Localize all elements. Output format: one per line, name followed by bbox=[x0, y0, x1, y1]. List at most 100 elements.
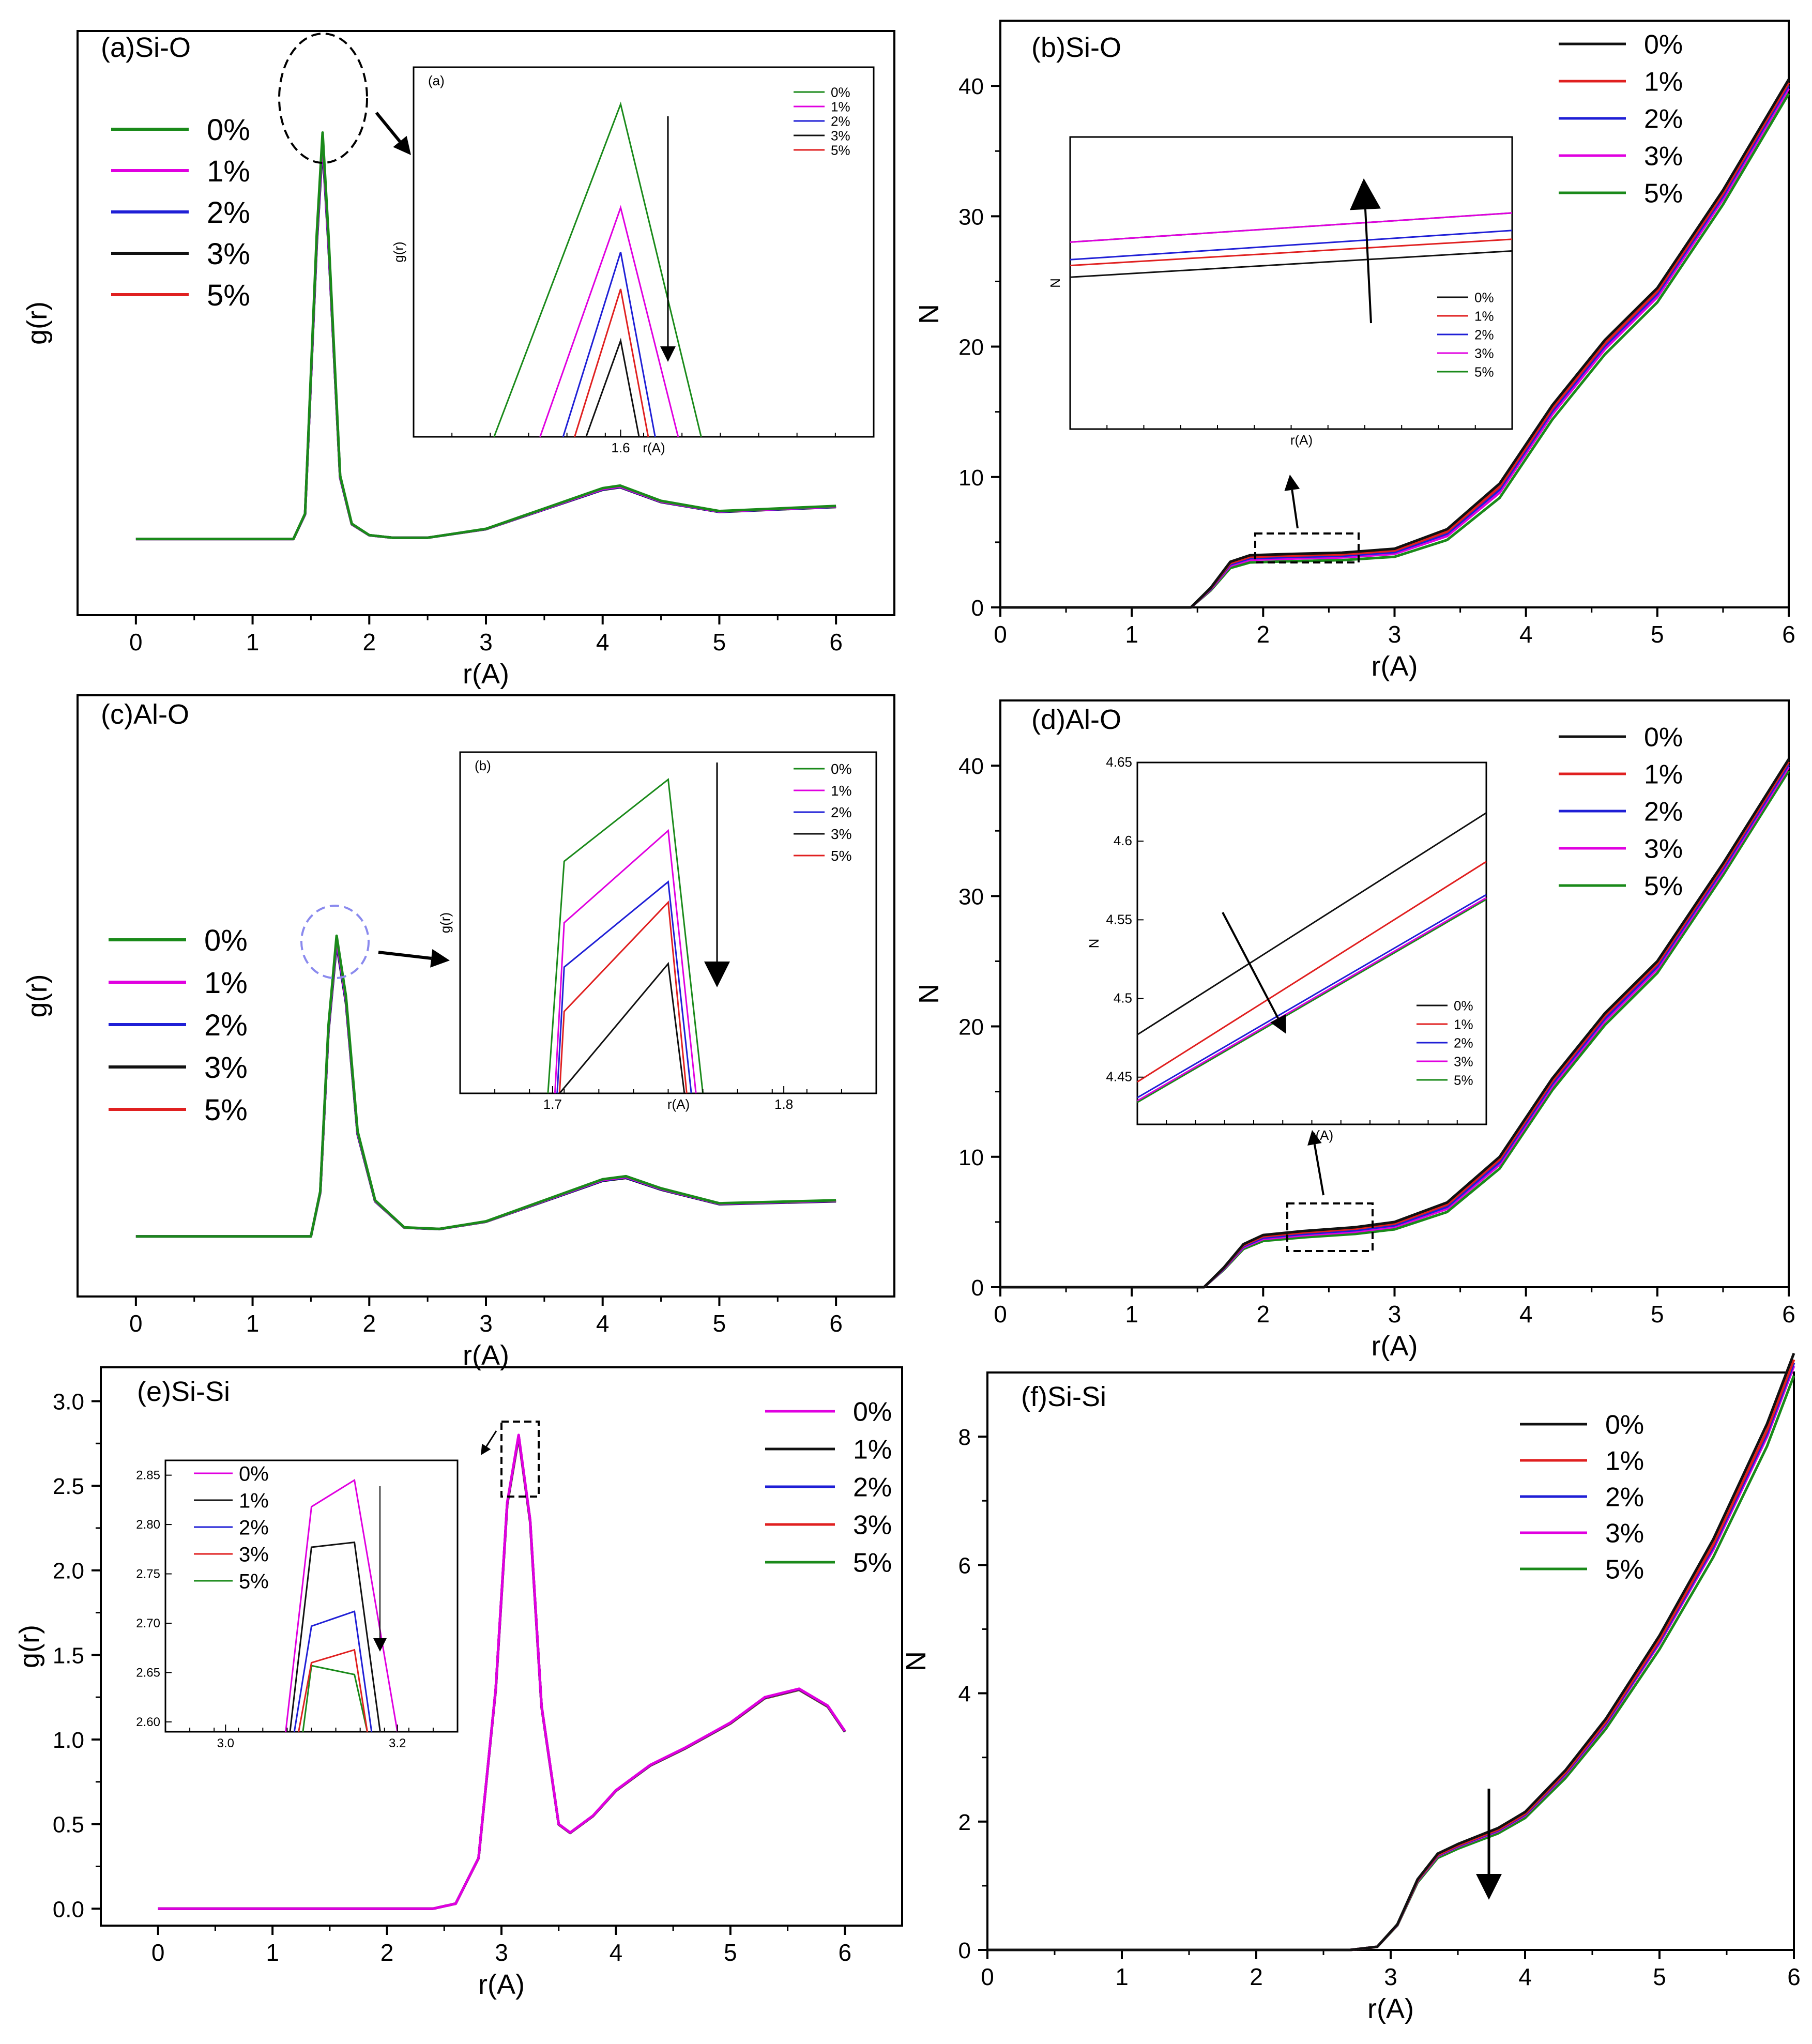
inset-legend-label: 2% bbox=[1454, 1035, 1473, 1050]
x-tick-label: 6 bbox=[1782, 1301, 1795, 1328]
inset-legend-label: 3% bbox=[831, 826, 851, 842]
inset-y-tick-label: 4.5 bbox=[1114, 990, 1132, 1006]
inset-y-axis-label: N bbox=[1086, 939, 1102, 949]
inset-legend-label: 5% bbox=[1474, 364, 1494, 379]
inset-x-tick-label: 3.0 bbox=[217, 1736, 234, 1750]
x-tick-label: 0 bbox=[981, 1963, 994, 1990]
x-tick-label: 6 bbox=[838, 1939, 851, 1966]
y-axis-label: g(r) bbox=[22, 974, 53, 1018]
legend-label: 0% bbox=[1644, 723, 1683, 753]
legend-label: 2% bbox=[204, 1009, 248, 1042]
x-tick-label: 3 bbox=[479, 629, 493, 655]
x-tick-label: 5 bbox=[1651, 1301, 1664, 1328]
inset-y-tick-label: 4.55 bbox=[1106, 911, 1132, 927]
inset-c: 1.7 1.8 r(A) g(r) (b) 0% 1% 2% 3% 5% bbox=[437, 751, 877, 1112]
zoom-region bbox=[1286, 1202, 1374, 1252]
x-tick-label: 0 bbox=[151, 1939, 165, 1966]
x-tick-label: 6 bbox=[1782, 621, 1795, 648]
inset-legend: 0% 1% 2% 3% 5% bbox=[194, 1462, 269, 1593]
inset-series-line-5pct bbox=[302, 1665, 368, 1732]
series-line-0pct bbox=[135, 934, 836, 1238]
x-axis-label: r(A) bbox=[463, 659, 509, 690]
legend-label: 2% bbox=[207, 196, 250, 230]
callout-arrow-a-head bbox=[393, 135, 411, 155]
panel-title: (d)Al-O bbox=[1031, 704, 1121, 735]
y-tick-label: 4 bbox=[958, 1682, 971, 1707]
legend: 0% 1% 2% 3% 5% bbox=[1559, 723, 1683, 902]
y-axis-label: N bbox=[901, 1651, 932, 1671]
x-tick-label: 0 bbox=[994, 1301, 1007, 1328]
inset-series-line-3pct bbox=[1070, 212, 1513, 243]
series-line-0pct bbox=[987, 1352, 1795, 1951]
callout-arrow-c bbox=[378, 951, 432, 960]
legend-label: 1% bbox=[1644, 67, 1683, 97]
legend-label: 1% bbox=[204, 966, 248, 1000]
y-tick-label: 30 bbox=[958, 204, 984, 230]
x-tick-label: 2 bbox=[362, 629, 376, 655]
inset-legend-label: 1% bbox=[1474, 308, 1494, 324]
legend-label: 3% bbox=[207, 237, 250, 271]
inset-legend: 0% 1% 2% 3% 5% bbox=[794, 761, 851, 864]
inset-x-axis-label: r(A) bbox=[1290, 432, 1313, 448]
x-tick-label: 1 bbox=[1115, 1963, 1129, 1990]
legend-label: 3% bbox=[1644, 834, 1683, 864]
inset-series-line-2pct bbox=[1070, 230, 1513, 261]
inset-legend-label: 2% bbox=[831, 113, 850, 129]
callout-arrow-d-head bbox=[1307, 1130, 1322, 1146]
inset-d: 4.454.54.554.64.65r(A)N0%1%2%3%5% bbox=[1086, 754, 1487, 1143]
legend: 0% 1% 2% 3% 5% bbox=[111, 113, 250, 312]
legend-label: 3% bbox=[853, 1511, 892, 1540]
inset-x-tick-label: 1.6 bbox=[611, 440, 630, 455]
inset-series-line-2pct bbox=[293, 1610, 373, 1732]
x-tick-label: 3 bbox=[1384, 1963, 1397, 1990]
callout-arrow-e bbox=[485, 1430, 497, 1447]
inset-y-tick-label: 4.6 bbox=[1114, 833, 1132, 848]
legend-label: 0% bbox=[207, 113, 250, 147]
inset-legend-label: 0% bbox=[1454, 998, 1473, 1013]
x-tick-label: 5 bbox=[1651, 621, 1664, 648]
inset-series-line-1pct bbox=[289, 1541, 381, 1732]
zoom-region bbox=[500, 1421, 540, 1498]
legend-label: 2% bbox=[1644, 104, 1683, 134]
trend-arrow-e-head bbox=[373, 1638, 387, 1652]
y-tick-label: 40 bbox=[958, 754, 984, 779]
inset-series-line-2pct bbox=[562, 252, 656, 437]
legend-label: 1% bbox=[207, 155, 250, 188]
x-tick-label: 3 bbox=[495, 1939, 508, 1966]
panel-title: (a)Si-O bbox=[101, 32, 191, 63]
y-tick-label: 0 bbox=[958, 1938, 971, 1963]
y-tick-label: 0 bbox=[971, 1275, 984, 1301]
y-tick-label: 40 bbox=[958, 74, 984, 99]
inset-series-line-0pct bbox=[1137, 812, 1487, 1035]
trend-arrow-f-head bbox=[1476, 1874, 1502, 1900]
inset-series-line-5pct bbox=[1137, 898, 1487, 1103]
legend-label: 5% bbox=[207, 279, 250, 312]
x-tick-label: 4 bbox=[1519, 621, 1533, 648]
panel-f: 0 1 2 3 4 5 6 r(A) 0 2 4 6 8 N (f)Si-Si 0% 1% 2% 3% 5% bbox=[901, 1352, 1801, 2024]
inset-series-line-2pct bbox=[556, 880, 692, 1094]
inset-legend-label: 3% bbox=[1474, 345, 1494, 361]
inset-y-tick-label: 4.65 bbox=[1106, 754, 1132, 770]
x-axis-label: r(A) bbox=[463, 1340, 509, 1371]
y-tick-label: 20 bbox=[958, 1015, 984, 1040]
legend-label: 3% bbox=[1605, 1519, 1644, 1549]
legend-label: 5% bbox=[853, 1548, 892, 1578]
trend-arrow-d-head bbox=[1270, 1014, 1286, 1034]
x-tick-label: 6 bbox=[829, 1310, 843, 1337]
callout-arrow-d bbox=[1313, 1144, 1324, 1196]
y-tick-label: 10 bbox=[958, 465, 984, 491]
inset-series-line-2pct bbox=[1137, 894, 1487, 1099]
legend-label: 1% bbox=[1605, 1446, 1644, 1476]
legend-label: 0% bbox=[204, 924, 248, 957]
legend-label: 3% bbox=[204, 1051, 248, 1085]
x-tick-label: 4 bbox=[596, 1310, 610, 1337]
legend-label: 5% bbox=[1644, 872, 1683, 902]
inset-series-line-0pct bbox=[285, 1478, 399, 1732]
panel-a: 0 1 2 3 4 5 6r(A)g(r)(a)Si-O0%1%2%3%5%1.6 r(A)g… bbox=[22, 30, 895, 690]
x-tick-label: 4 bbox=[1518, 1963, 1532, 1990]
x-tick-label: 1 bbox=[266, 1939, 279, 1966]
x-tick-label: 3 bbox=[1388, 621, 1402, 648]
inset-y-tick-label: 2.85 bbox=[136, 1469, 160, 1483]
y-tick-label: 2 bbox=[958, 1810, 971, 1835]
